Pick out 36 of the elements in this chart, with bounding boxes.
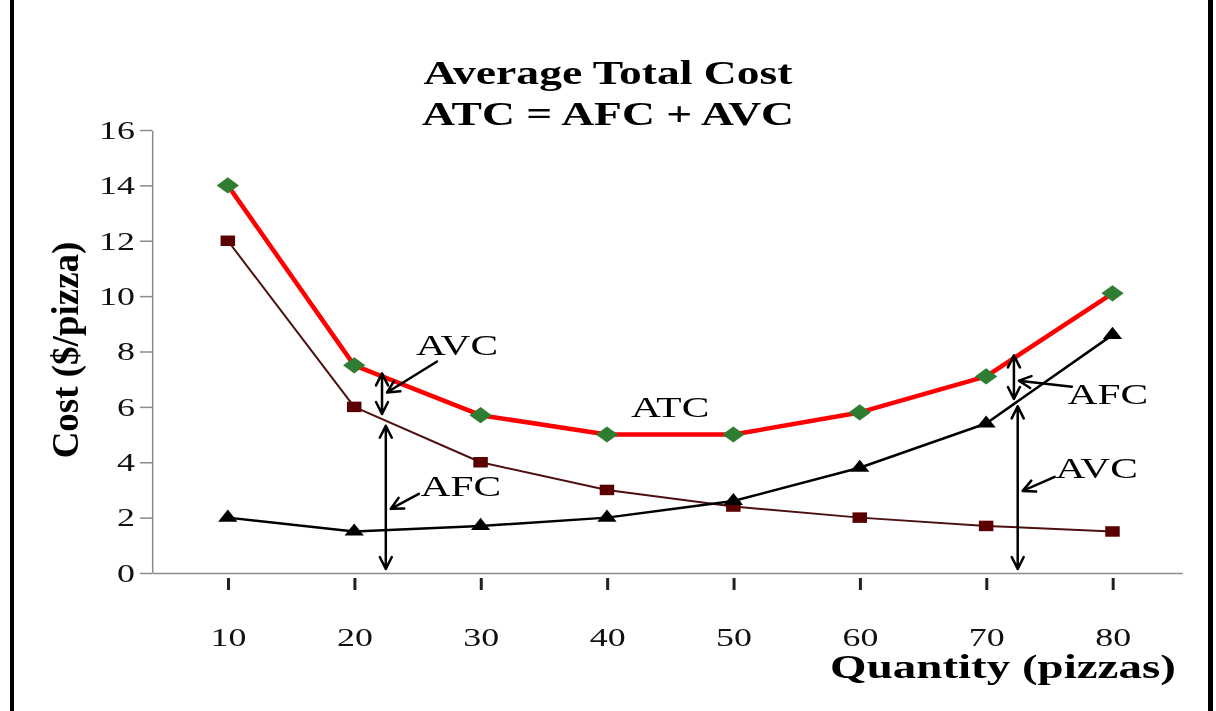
- annotation: AVC: [1055, 451, 1138, 486]
- chart-subtitle: ATC = AFC + AVC: [421, 95, 795, 133]
- series-label: ATC: [631, 390, 710, 424]
- y-tick-label: 16: [99, 115, 135, 145]
- point: [848, 404, 871, 421]
- point: [599, 484, 615, 496]
- y-axis-title: Cost ($/pizza): [45, 241, 87, 459]
- annotation: AFC: [420, 469, 502, 503]
- point: [978, 520, 994, 532]
- y-tick-label: 6: [117, 392, 135, 422]
- point: [343, 357, 366, 374]
- x-tick-label: 10: [210, 623, 247, 653]
- point: [595, 426, 619, 443]
- x-tick-label: 20: [336, 623, 373, 653]
- point: [1101, 285, 1124, 302]
- point: [469, 407, 492, 424]
- y-tick-label: 2: [117, 503, 135, 533]
- y-tick-label: 8: [117, 337, 135, 367]
- y-tick-label: 4: [117, 447, 136, 477]
- y-tick-label: 12: [99, 226, 135, 256]
- chart-title: Average Total Cost: [423, 54, 794, 92]
- y-tick-label: 0: [117, 558, 135, 588]
- point: [1105, 526, 1120, 537]
- x-tick-label: 40: [589, 623, 626, 653]
- point: [216, 177, 239, 194]
- point: [346, 401, 362, 413]
- annotation: AVC: [415, 328, 499, 362]
- x-tick-label: 30: [463, 623, 500, 653]
- point: [974, 368, 998, 385]
- point: [473, 457, 488, 468]
- point: [722, 426, 745, 443]
- x-tick-label: 50: [716, 623, 752, 653]
- y-tick-label: 14: [99, 170, 136, 200]
- y-tick-label: 10: [99, 281, 135, 311]
- point: [852, 512, 867, 523]
- annotation: AFC: [1067, 377, 1149, 411]
